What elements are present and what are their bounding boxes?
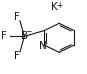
- Text: N: N: [39, 41, 47, 51]
- Text: +: +: [56, 1, 63, 10]
- Text: F: F: [1, 31, 7, 41]
- Text: −: −: [25, 28, 32, 37]
- Text: K: K: [51, 2, 58, 12]
- Text: F: F: [14, 51, 20, 61]
- Text: B: B: [21, 31, 28, 41]
- Text: F: F: [14, 12, 20, 22]
